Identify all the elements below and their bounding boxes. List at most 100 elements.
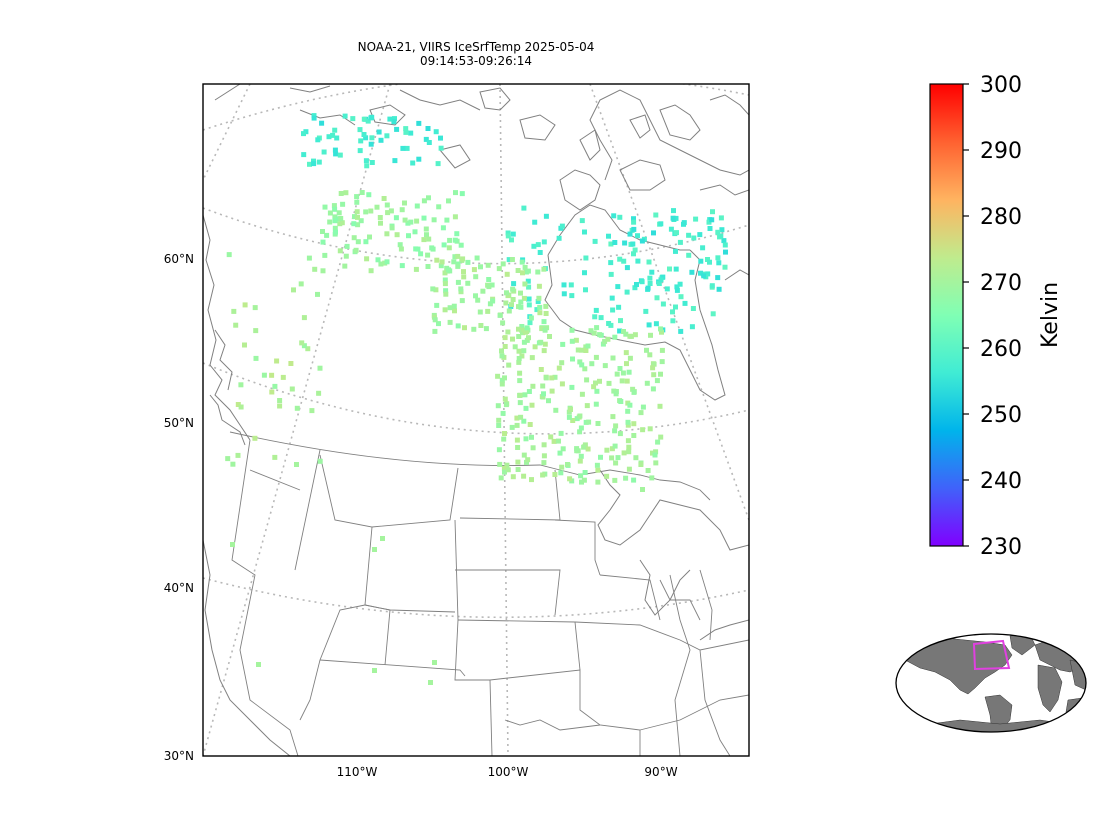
hudson-bay-coast (544, 249, 726, 401)
data-pixel-ontario (624, 378, 630, 384)
data-pixel-hudson-bay-west (671, 208, 676, 214)
data-pixel-ontario (510, 336, 515, 342)
data-pixel-isolated (230, 542, 235, 547)
data-pixel-hudson-bay-north (631, 216, 636, 222)
data-pixel-hudson-bay-west (506, 257, 512, 263)
colorbar-gradient (929, 83, 964, 547)
data-pixel-hudson-bay-west (689, 324, 695, 330)
data-pixel-hudson-bay-north (631, 219, 637, 225)
data-pixel-ontario (640, 427, 646, 433)
data-pixel-northern-nwt (338, 191, 344, 196)
data-pixel-ontario (532, 344, 538, 350)
data-pixel-ontario (627, 402, 633, 408)
data-pixel-hudson-bay-west (624, 289, 630, 295)
data-pixel-bc-interior (261, 372, 267, 378)
data-pixel-ontario (579, 479, 584, 485)
data-pixel-ontario (521, 418, 527, 424)
data-pixel-central-canada (443, 288, 449, 294)
data-pixel-ontario (530, 445, 536, 451)
data-pixel-central-canada (504, 271, 510, 277)
data-pixel-central-canada (518, 290, 523, 296)
data-pixel-ontario (621, 450, 627, 456)
data-pixel-central-canada (442, 307, 448, 313)
data-pixel-northern-nwt (339, 220, 345, 226)
lat-label-40: 40°N (164, 581, 194, 595)
data-pixel-ontario (579, 391, 585, 397)
lon-label-100: 100°W (488, 765, 529, 779)
data-pixel-hudson-bay-north (716, 286, 722, 292)
data-pixel-central-canada (473, 274, 479, 280)
data-pixel-ontario (540, 472, 546, 478)
data-pixel-central-canada (510, 286, 516, 292)
data-pixel-northern-nwt (385, 210, 391, 216)
data-pixel-hudson-bay-west (677, 239, 683, 245)
data-pixel-central-canada (446, 267, 451, 273)
data-pixel-northern-nwt (384, 259, 390, 265)
data-pixel-ontario (500, 410, 506, 416)
data-pixel-arctic-islands (403, 126, 409, 132)
data-pixel-arctic-islands (350, 116, 356, 122)
data-pixel-ontario (617, 366, 623, 371)
data-pixel-ontario (517, 378, 523, 384)
data-pixel-arctic-islands (358, 138, 364, 144)
data-pixel-hudson-bay-west (718, 215, 724, 221)
data-pixel-central-canada (458, 286, 464, 292)
data-pixel-ontario (575, 347, 581, 353)
data-pixel-central-canada (541, 319, 547, 325)
data-pixel-northern-nwt (368, 268, 374, 274)
data-pixel-northern-nwt (431, 217, 437, 223)
data-pixel-ontario (613, 423, 619, 429)
data-pixel-bc-interior (301, 315, 307, 321)
data-pixel-ontario (593, 380, 598, 386)
data-pixel-ontario (625, 408, 631, 414)
data-pixel-central-canada (525, 268, 531, 274)
colorbar: 300 290 280 270 260 250 240 230 Kelvin (929, 73, 1063, 560)
lon-label-90: 90°W (644, 765, 677, 779)
data-pixel-ontario (516, 359, 522, 365)
data-pixel-northern-nwt (378, 220, 383, 226)
data-pixel-central-canada (461, 269, 466, 275)
data-pixel-ontario (653, 449, 659, 455)
data-pixel-bc-interior (317, 458, 323, 464)
data-pixel-hudson-bay-north (723, 249, 728, 255)
data-pixel-ontario (658, 434, 664, 440)
data-pixel-ontario (582, 366, 588, 372)
data-pixel-bc-interior (230, 461, 236, 467)
data-pixel-ontario (589, 361, 595, 367)
data-points (225, 113, 728, 685)
data-pixel-bc-interior (299, 340, 305, 346)
gridline-lon-110 (203, 84, 391, 756)
data-pixel-ontario (626, 449, 632, 455)
data-pixel-central-canada (430, 286, 436, 292)
data-pixel-ontario (617, 431, 623, 437)
data-pixel-hudson-bay-west (606, 233, 611, 239)
data-pixel-ontario (584, 403, 590, 409)
data-pixel-hudson-bay-west (521, 205, 527, 211)
data-pixel-hudson-bay-north (693, 216, 699, 222)
data-pixel-ontario (515, 467, 521, 472)
data-pixel-hudson-bay-north (647, 281, 653, 286)
data-pixel-ontario (653, 460, 659, 466)
data-pixel-ontario (573, 337, 579, 343)
data-pixel-northern-nwt (444, 217, 450, 223)
data-pixel-northern-nwt (336, 210, 342, 216)
data-pixel-ontario (638, 410, 644, 416)
data-pixel-hudson-bay-north (701, 273, 707, 279)
data-pixel-ontario (613, 391, 619, 397)
data-pixel-ontario (606, 380, 612, 386)
data-pixel-ontario (567, 476, 573, 482)
data-pixel-central-canada (510, 297, 516, 302)
data-pixel-bc-interior (291, 287, 296, 293)
data-pixel-bc-interior (226, 252, 232, 258)
data-pixel-northern-nwt (375, 257, 381, 263)
data-pixel-ontario (529, 477, 534, 483)
data-pixel-ontario (657, 403, 663, 409)
data-pixel-arctic-islands (392, 116, 397, 122)
data-pixel-ontario (591, 330, 597, 336)
data-pixel-hudson-bay-north (715, 275, 721, 281)
data-pixel-ontario (598, 454, 603, 460)
data-pixel-ontario (518, 414, 524, 420)
data-pixel-isolated (372, 547, 377, 552)
data-pixel-central-canada (478, 264, 483, 270)
